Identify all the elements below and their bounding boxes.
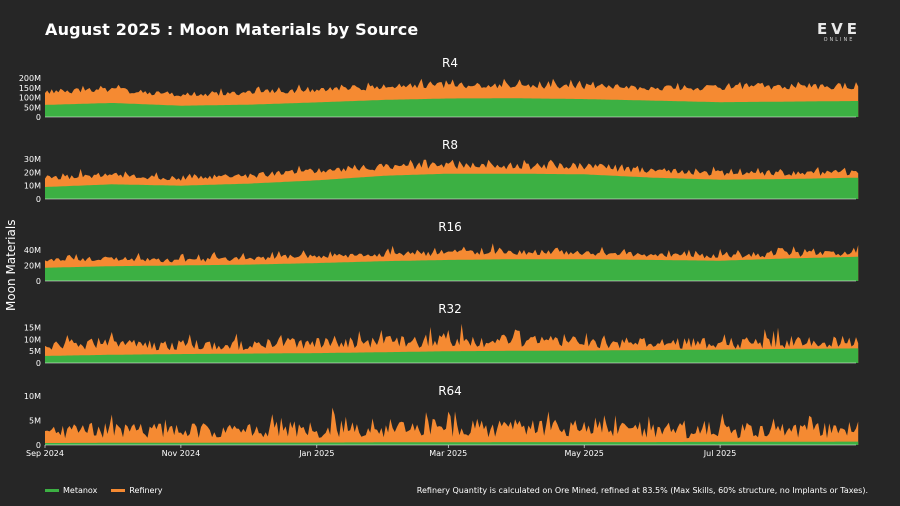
metanox-area	[45, 256, 859, 281]
panel-title: R32	[438, 302, 462, 316]
y-tick-label: 100M	[19, 94, 41, 103]
logo-subtitle: ONLINE	[823, 37, 855, 43]
x-tick-label: Nov 2024	[162, 449, 201, 458]
panel-title: R4	[442, 56, 458, 70]
legend-label-metanox: Metanox	[63, 486, 98, 495]
y-tick-label: 0	[36, 441, 41, 450]
panel-r32: R32 0 5M 10M 15M	[24, 302, 859, 368]
metanox-area	[45, 441, 859, 445]
y-tick-label: 5M	[29, 347, 41, 356]
y-tick-label: 30M	[24, 155, 41, 164]
y-tick-label: 0	[36, 359, 41, 368]
legend-item-refinery: Refinery	[111, 486, 163, 495]
y-tick-label: 10M	[24, 335, 41, 344]
x-tick-label: Sep 2024	[26, 449, 64, 458]
refinery-area	[45, 407, 859, 445]
chart-title: August 2025 : Moon Materials by Source	[45, 20, 419, 39]
metanox-area	[45, 98, 859, 117]
legend: Metanox Refinery	[45, 486, 163, 495]
y-tick-label: 20M	[24, 168, 41, 177]
y-tick-label: 40M	[24, 246, 41, 255]
metanox-area	[45, 173, 859, 199]
logo-wordmark: EVE	[816, 20, 862, 38]
panel-title: R8	[442, 138, 458, 152]
legend-swatch-metanox	[45, 489, 59, 492]
panel-r8: R8 0 10M 20M 30M	[24, 138, 859, 204]
y-tick-label: 50M	[24, 103, 41, 112]
panel-title: R64	[438, 384, 462, 398]
x-tick-label: Jan 2025	[298, 449, 334, 458]
y-tick-label: 5M	[29, 417, 41, 426]
legend-label-refinery: Refinery	[129, 486, 163, 495]
metanox-area	[45, 348, 859, 363]
legend-swatch-refinery	[111, 489, 126, 492]
panel-r64: R64 0 5M 10M	[24, 384, 859, 450]
y-tick-label: 0	[36, 277, 41, 286]
x-tick-label: Jul 2025	[703, 449, 737, 458]
y-tick-label: 150M	[19, 84, 41, 93]
legend-item-metanox: Metanox	[45, 486, 97, 495]
y-tick-label: 10M	[24, 182, 41, 191]
x-tick-label: May 2025	[564, 449, 603, 458]
footnote: Refinery Quantity is calculated on Ore M…	[416, 486, 868, 495]
x-tick-label: Mar 2025	[429, 449, 467, 458]
y-tick-label: 15M	[24, 324, 41, 333]
y-tick-label: 20M	[24, 261, 41, 270]
eve-online-logo: EVE ONLINE	[812, 22, 866, 46]
panel-r16: R16 0 20M 40M	[24, 220, 859, 286]
y-tick-label: 0	[36, 195, 41, 204]
y-tick-label: 10M	[24, 392, 41, 401]
panel-title: R16	[438, 220, 462, 234]
y-tick-label: 200M	[19, 74, 41, 83]
y-tick-label: 0	[36, 113, 41, 122]
